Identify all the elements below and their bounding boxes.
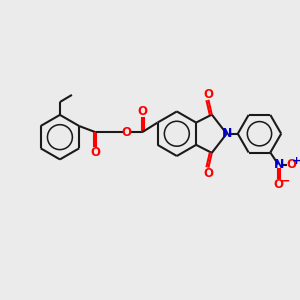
Text: O: O — [137, 105, 147, 118]
Text: −: − — [279, 175, 290, 188]
Text: O: O — [121, 126, 131, 139]
Text: +: + — [292, 156, 300, 166]
Text: O: O — [203, 167, 213, 180]
Text: O: O — [91, 146, 101, 159]
Text: N: N — [274, 158, 284, 171]
Text: O: O — [203, 88, 213, 100]
Text: O: O — [273, 178, 283, 191]
Text: O: O — [286, 158, 296, 171]
Text: N: N — [221, 127, 232, 140]
